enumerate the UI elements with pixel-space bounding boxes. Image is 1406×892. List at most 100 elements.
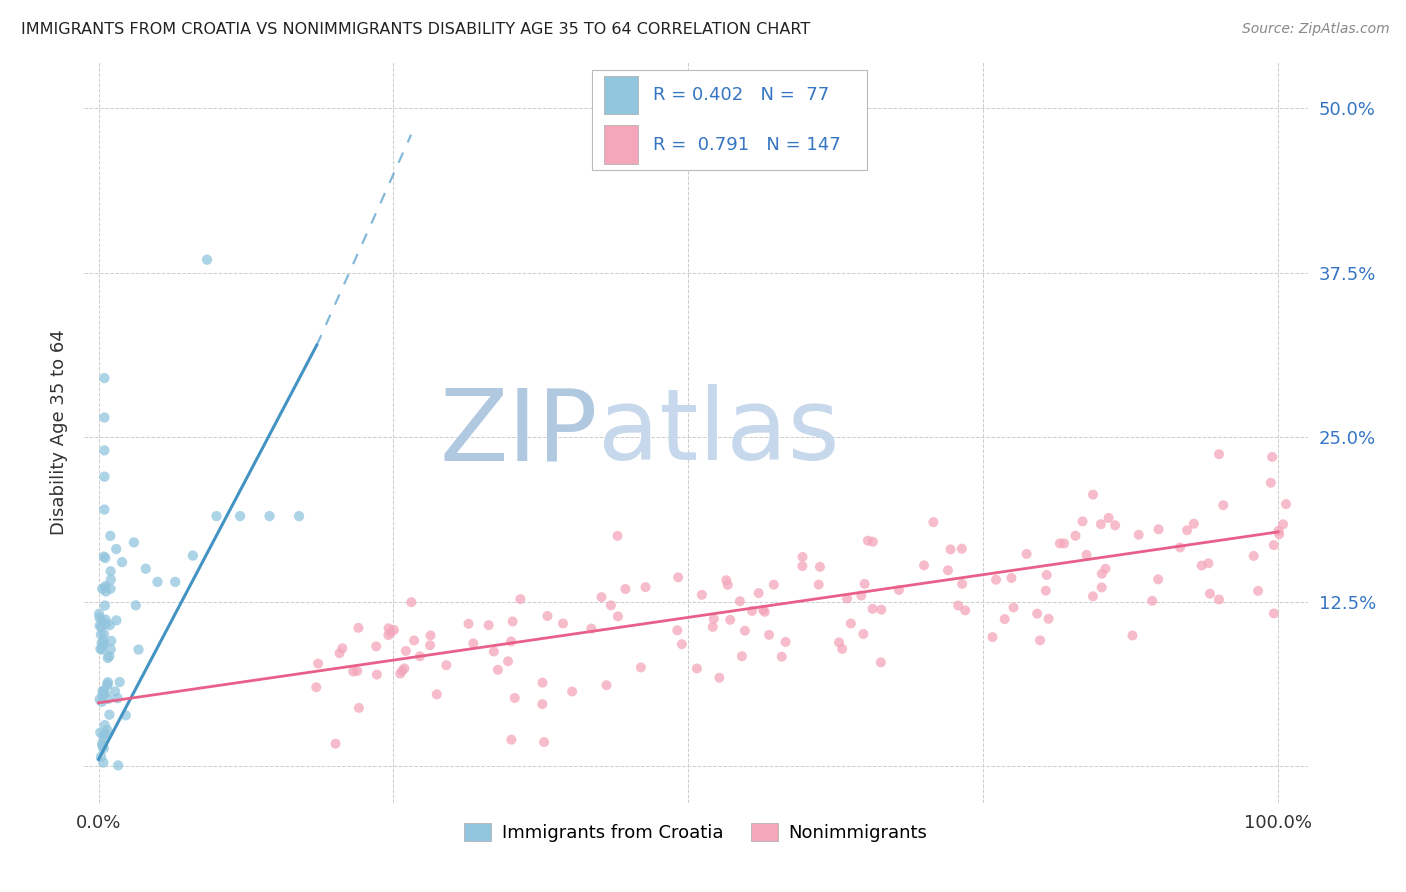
Point bbox=[1272, 517, 1295, 532]
Point bbox=[114, 708, 136, 723]
Point bbox=[195, 252, 218, 267]
Point bbox=[93, 371, 115, 385]
Point bbox=[93, 684, 115, 698]
Text: ZIP: ZIP bbox=[440, 384, 598, 481]
Point bbox=[181, 549, 204, 563]
Point bbox=[93, 727, 115, 741]
Point bbox=[409, 649, 432, 664]
Point bbox=[89, 618, 111, 632]
Point bbox=[936, 563, 959, 577]
Point bbox=[1097, 511, 1119, 525]
Point bbox=[1260, 475, 1282, 490]
Point bbox=[1002, 600, 1025, 615]
Point bbox=[561, 684, 583, 698]
Point bbox=[98, 649, 121, 664]
Point bbox=[93, 502, 115, 516]
Point bbox=[100, 573, 122, 587]
Point bbox=[939, 542, 962, 557]
Point bbox=[1104, 518, 1126, 533]
Point bbox=[93, 741, 115, 756]
Point bbox=[288, 509, 311, 524]
Point bbox=[630, 660, 652, 674]
Point bbox=[591, 590, 613, 604]
Point bbox=[401, 595, 423, 609]
Point bbox=[93, 443, 115, 458]
Point bbox=[325, 737, 347, 751]
Point bbox=[1247, 583, 1270, 598]
Point bbox=[395, 644, 418, 658]
Point bbox=[1275, 497, 1298, 511]
Point bbox=[90, 636, 112, 650]
Point bbox=[731, 649, 754, 664]
Point bbox=[1212, 498, 1234, 512]
Point bbox=[89, 692, 111, 706]
Point bbox=[862, 602, 884, 616]
Point bbox=[91, 737, 114, 751]
Point bbox=[463, 636, 485, 650]
Point bbox=[509, 592, 531, 607]
Point bbox=[752, 603, 775, 617]
Point bbox=[775, 635, 797, 649]
Point bbox=[703, 612, 725, 626]
Point bbox=[91, 756, 114, 770]
Point bbox=[91, 614, 114, 628]
Point bbox=[93, 410, 115, 425]
Point bbox=[391, 664, 413, 678]
Point bbox=[105, 541, 128, 556]
Point bbox=[419, 638, 441, 652]
Point bbox=[1263, 538, 1285, 552]
Point bbox=[100, 565, 122, 579]
Point bbox=[328, 646, 350, 660]
Point bbox=[478, 618, 501, 632]
Point bbox=[104, 684, 127, 698]
Point bbox=[165, 574, 187, 589]
Point bbox=[1208, 592, 1230, 607]
Point bbox=[94, 599, 117, 613]
Point bbox=[377, 628, 399, 642]
Point bbox=[94, 584, 117, 599]
Point bbox=[96, 677, 118, 691]
Point bbox=[671, 637, 693, 651]
Point bbox=[100, 582, 122, 596]
Point bbox=[1267, 524, 1289, 538]
Point bbox=[108, 675, 131, 690]
Point bbox=[377, 621, 399, 635]
Point bbox=[1071, 515, 1094, 529]
Point bbox=[380, 625, 402, 640]
Point bbox=[981, 630, 1004, 644]
Point bbox=[496, 654, 519, 668]
Text: R =  0.791   N = 147: R = 0.791 N = 147 bbox=[654, 136, 841, 153]
Point bbox=[853, 577, 876, 591]
Point bbox=[807, 577, 830, 591]
Point bbox=[1182, 516, 1205, 531]
Point bbox=[1261, 450, 1284, 464]
Point bbox=[347, 701, 370, 715]
Point bbox=[347, 621, 370, 635]
Point bbox=[862, 534, 884, 549]
Point bbox=[1175, 523, 1198, 537]
Point bbox=[1199, 587, 1222, 601]
Point bbox=[503, 690, 526, 705]
Point bbox=[89, 610, 111, 624]
Point bbox=[346, 664, 368, 678]
Point bbox=[828, 635, 851, 649]
Point bbox=[1038, 612, 1060, 626]
Point bbox=[426, 687, 449, 701]
Point bbox=[94, 617, 117, 632]
Point bbox=[342, 665, 364, 679]
FancyBboxPatch shape bbox=[605, 76, 638, 114]
Point bbox=[382, 623, 405, 637]
Point bbox=[205, 509, 228, 524]
Point bbox=[91, 639, 114, 653]
Point bbox=[90, 695, 112, 709]
Point bbox=[758, 628, 780, 642]
Point bbox=[305, 680, 328, 694]
Point bbox=[111, 555, 134, 569]
Point bbox=[97, 692, 120, 706]
Point bbox=[856, 533, 879, 548]
Point bbox=[89, 725, 111, 739]
Point bbox=[831, 641, 853, 656]
Point bbox=[122, 535, 145, 549]
Point bbox=[912, 558, 935, 573]
Point bbox=[229, 509, 252, 524]
